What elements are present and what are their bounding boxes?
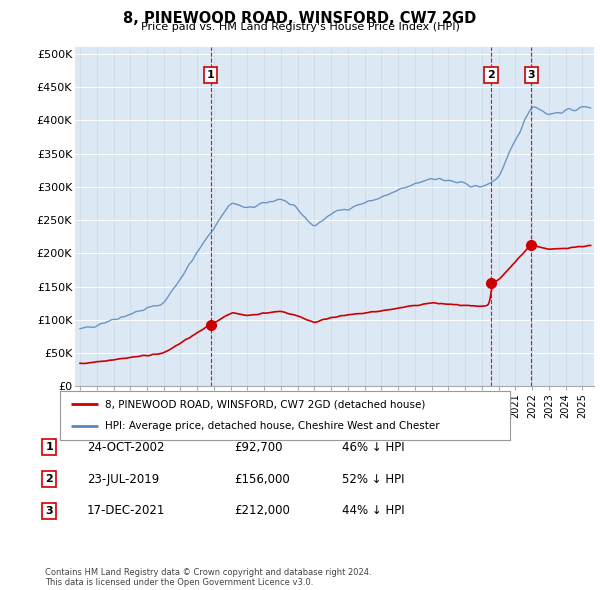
Text: £212,000: £212,000 xyxy=(234,504,290,517)
Text: 3: 3 xyxy=(527,70,535,80)
Text: Contains HM Land Registry data © Crown copyright and database right 2024.
This d: Contains HM Land Registry data © Crown c… xyxy=(45,568,371,587)
Text: £92,700: £92,700 xyxy=(234,441,283,454)
Text: 52% ↓ HPI: 52% ↓ HPI xyxy=(342,473,404,486)
Text: 2: 2 xyxy=(487,70,495,80)
Text: 8, PINEWOOD ROAD, WINSFORD, CW7 2GD: 8, PINEWOOD ROAD, WINSFORD, CW7 2GD xyxy=(124,11,476,25)
Text: 24-OCT-2002: 24-OCT-2002 xyxy=(87,441,164,454)
Text: 1: 1 xyxy=(207,70,215,80)
Text: 17-DEC-2021: 17-DEC-2021 xyxy=(87,504,166,517)
Text: 3: 3 xyxy=(46,506,53,516)
Text: 23-JUL-2019: 23-JUL-2019 xyxy=(87,473,159,486)
Text: HPI: Average price, detached house, Cheshire West and Chester: HPI: Average price, detached house, Ches… xyxy=(105,421,440,431)
Text: Price paid vs. HM Land Registry's House Price Index (HPI): Price paid vs. HM Land Registry's House … xyxy=(140,22,460,32)
Text: £156,000: £156,000 xyxy=(234,473,290,486)
Text: 8, PINEWOOD ROAD, WINSFORD, CW7 2GD (detached house): 8, PINEWOOD ROAD, WINSFORD, CW7 2GD (det… xyxy=(105,399,425,409)
Text: 1: 1 xyxy=(46,442,53,452)
Text: 2: 2 xyxy=(46,474,53,484)
Text: 46% ↓ HPI: 46% ↓ HPI xyxy=(342,441,404,454)
Text: 44% ↓ HPI: 44% ↓ HPI xyxy=(342,504,404,517)
